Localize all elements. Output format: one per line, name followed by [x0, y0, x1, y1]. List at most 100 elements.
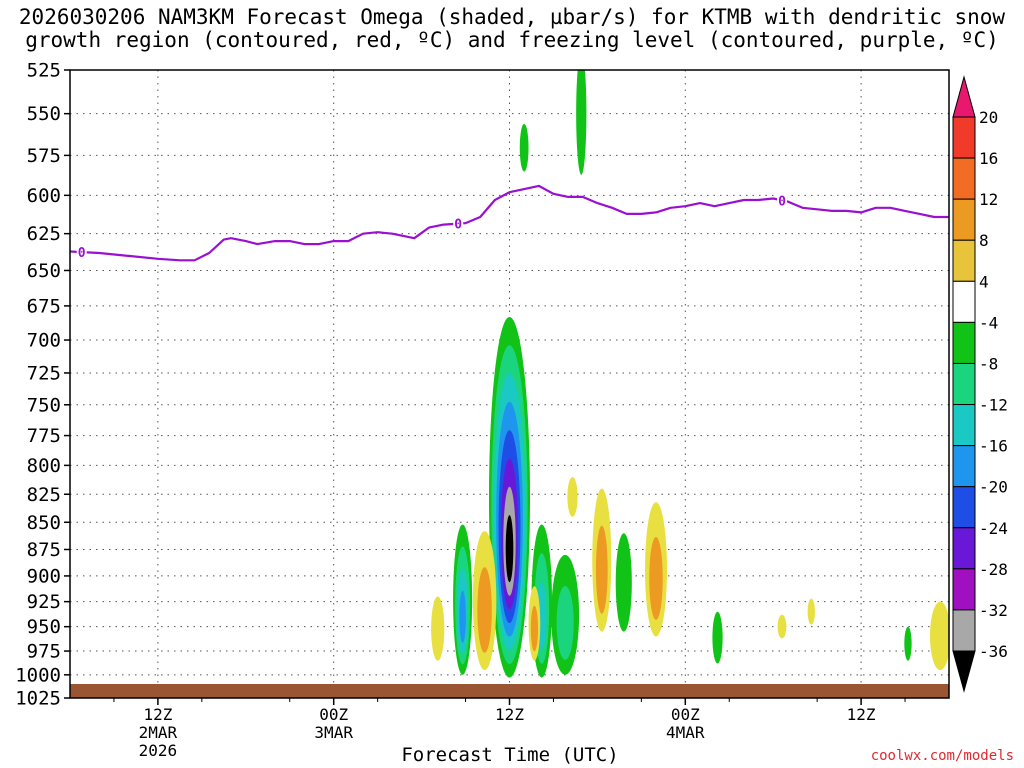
omega-contour-pos8: [649, 537, 663, 620]
y-tick-label: 575: [27, 145, 61, 167]
y-tick-label: 1025: [15, 688, 61, 710]
colorbar: 20 16 12 8 4 -4 -8 -12 -16 -20 -24 -28 -32 -36: [952, 75, 1008, 693]
freezing-level-label: 0: [78, 246, 86, 261]
y-tick-label: 625: [27, 223, 61, 245]
colorbar-bin: [952, 486, 976, 529]
omega-contour-neg8: [576, 70, 587, 175]
y-tick-label: 950: [27, 616, 61, 638]
colorbar-bin: [952, 609, 976, 652]
freezing-label-bg: [776, 192, 787, 208]
colorbar-bin: [952, 404, 976, 447]
colorbar-bin: [952, 362, 976, 406]
freezing-level-label: 0: [454, 218, 462, 233]
omega-contour-pos8: [595, 525, 608, 614]
freezing-label-bg: [76, 244, 87, 260]
colorbar-label: 4: [979, 272, 989, 291]
omega-contour-neg8: [712, 611, 723, 664]
colorbar-bin: [952, 527, 976, 570]
colorbar-label: 20: [979, 108, 998, 127]
x-tick-label: 3MAR: [314, 723, 353, 742]
colorbar-label: 12: [979, 190, 998, 209]
title-line-2: growth region (contoured, red, ºC) and f…: [25, 28, 999, 52]
colorbar-label: -12: [979, 396, 1008, 415]
colorbar-label: -28: [979, 560, 1008, 579]
omega-feature: [567, 477, 578, 517]
y-tick-label: 525: [27, 60, 61, 82]
colorbar-label: -20: [979, 478, 1008, 497]
footer-credit: coolwx.com/models: [870, 748, 1014, 764]
colorbar-bin: [952, 321, 976, 364]
omega-contour-pos4: [567, 477, 578, 517]
omega-feature: [519, 123, 529, 172]
omega-feature: [431, 596, 445, 661]
x-tick-label: 12Z: [143, 705, 172, 724]
x-tick-label: 00Z: [319, 705, 348, 724]
colorbar-label: -4: [979, 313, 998, 332]
y-tick-label: 700: [27, 330, 61, 352]
omega-feature: [904, 626, 912, 661]
colorbar-bin: [952, 157, 976, 200]
title-line-1: 2026030206 NAM3KM Forecast Omega (shaded…: [18, 5, 1006, 29]
y-tick-label: 825: [27, 484, 61, 506]
omega-contour-pos4: [807, 598, 815, 625]
omega-contour-pos4: [777, 614, 787, 639]
x-axis-label: Forecast Time (UTC): [401, 744, 619, 766]
x-tick-label: 2MAR: [139, 723, 178, 742]
omega-contour-neg8: [904, 626, 912, 661]
omega-contour-neg8: [615, 533, 632, 632]
omega-feature: [645, 502, 667, 637]
omega-feature: [472, 531, 497, 671]
freezing-label-bg: [453, 215, 464, 231]
y-tick-label: 875: [27, 539, 61, 561]
y-tick-label: 600: [27, 185, 61, 207]
colorbar-bin: [952, 198, 976, 241]
omega-feature: [929, 601, 949, 671]
y-tick-label: 750: [27, 394, 61, 416]
omega-contour-neg36: [505, 515, 514, 583]
colorbar-label: -36: [979, 642, 1008, 661]
x-tick-label: 2026: [139, 741, 178, 760]
omega-feature: [807, 598, 815, 625]
terrain-fill: [70, 684, 949, 698]
terrain-ground: [70, 684, 949, 698]
colorbar-label: -32: [979, 601, 1008, 620]
x-tick-label: 00Z: [671, 705, 700, 724]
y-tick-label: 925: [27, 591, 61, 613]
chart-title: 2026030206 NAM3KM Forecast Omega (shaded…: [0, 6, 1024, 52]
omega-feature: [453, 524, 473, 675]
colorbar-label: 8: [979, 231, 989, 250]
x-tick-label: 12Z: [847, 705, 876, 724]
y-tick-label: 800: [27, 455, 61, 477]
omega-contour-neg20: [459, 590, 466, 643]
colorbar-bin: [952, 568, 976, 611]
colorbar-label: -8: [979, 354, 998, 373]
omega-contour-pos8: [477, 567, 492, 653]
omega-feature: [777, 614, 787, 639]
freezing-level-line: [70, 184, 949, 262]
colorbar-bin: [952, 280, 976, 323]
omega-contour-neg8: [519, 123, 529, 172]
freezing-level-label: 0: [778, 194, 786, 209]
y-tick-label: 850: [27, 512, 61, 534]
colorbar-label: -16: [979, 437, 1008, 456]
freezing-level-contour: 0 0 0: [70, 184, 949, 262]
colorbar-bin: [952, 116, 976, 159]
omega-contour-neg12: [556, 585, 574, 660]
colorbar-bin: [952, 445, 976, 488]
omega-feature: [488, 316, 531, 678]
y-tick-label: 550: [27, 103, 61, 125]
y-tick-label: 900: [27, 565, 61, 587]
omega-feature: [712, 611, 723, 664]
y-tick-label: 775: [27, 425, 61, 447]
omega-feature: [551, 554, 580, 675]
colorbar-label: 16: [979, 149, 998, 168]
y-axis: 525 550 575 600 625 650 675 700 725 750 775 800 825 8…: [15, 60, 70, 710]
omega-shading: [431, 70, 949, 678]
x-tick-label: 4MAR: [666, 723, 705, 742]
omega-feature: [528, 586, 541, 661]
y-tick-label: 650: [27, 260, 61, 282]
y-tick-label: 975: [27, 641, 61, 663]
omega-contour-pos4: [929, 601, 949, 671]
